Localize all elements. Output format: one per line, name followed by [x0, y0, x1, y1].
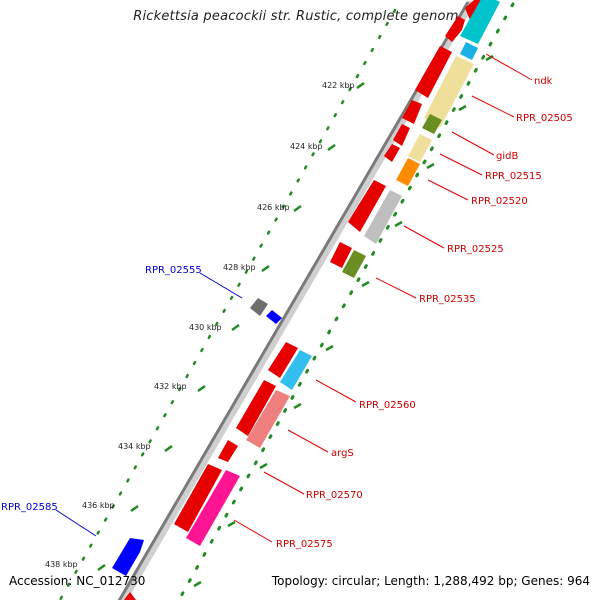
- kbp-tick-mark: [227, 520, 236, 528]
- kbp-tick-mark: [325, 344, 334, 352]
- gene-block-pink: [186, 470, 240, 546]
- leader-line: [427, 179, 469, 201]
- gene-block-red: [402, 100, 422, 124]
- gene-block-yellow: [408, 134, 432, 162]
- accession-value: NC_012730: [76, 574, 146, 588]
- map-title: Rickettsia peacockii str. Rustic, comple…: [133, 9, 467, 24]
- gene-block-red: [330, 242, 352, 268]
- accession-info: Accession: NC_012730: [9, 574, 145, 588]
- kbp-label: 430 kbp: [189, 323, 222, 332]
- gene-block-red: [268, 342, 298, 378]
- reverse-gene-labels: RPR_02555 RPR_02585: [1, 265, 202, 513]
- kbp-labels: 422 kbp 424 kbp 426 kbp 428 kbp 430 kbp …: [45, 81, 355, 569]
- gene-block-skyblue: [460, 42, 478, 60]
- kbp-tick-mark: [394, 220, 403, 228]
- leader-line: [403, 225, 445, 249]
- reverse-strand-genes: [112, 298, 282, 600]
- gene-block-darkgrey: [250, 298, 268, 316]
- leader-line: [233, 519, 273, 543]
- kbp-label: 428 kbp: [223, 263, 256, 272]
- gene-block-red: [384, 144, 400, 162]
- gene-block-skyblue: [280, 350, 312, 390]
- kbp-label: 426 kbp: [257, 203, 290, 212]
- backbone-line: [117, 1, 470, 600]
- kbp-tick-mark: [261, 264, 270, 273]
- gene-block-cyan: [460, 0, 500, 44]
- gene-block-salmon: [246, 390, 290, 448]
- kbp-tick-mark: [293, 402, 302, 410]
- gene-label[interactable]: RPR_02520: [471, 196, 528, 207]
- gene-block-olive: [342, 250, 366, 278]
- kbp-tick-mark: [97, 563, 106, 572]
- kbp-label: 424 kbp: [290, 142, 323, 151]
- kbp-label: 438 kbp: [45, 560, 78, 569]
- kbp-tick-mark: [293, 204, 302, 213]
- gene-label[interactable]: RPR_02585: [1, 502, 58, 513]
- kbp-label: 434 kbp: [118, 442, 151, 451]
- gene-label[interactable]: RPR_02525: [447, 244, 504, 255]
- gene-block-red: [174, 464, 222, 532]
- gene-block-olive: [422, 114, 442, 134]
- kbp-tick-mark: [485, 54, 494, 62]
- reverse-label-leaders: [55, 272, 243, 537]
- leader-line: [55, 509, 97, 537]
- kbp-tick-mark: [426, 162, 435, 170]
- gene-block-red: [415, 46, 452, 98]
- gene-block-orange: [396, 158, 420, 186]
- gene-block-blue: [266, 310, 282, 324]
- gene-block-yellow: [424, 56, 474, 128]
- gene-label[interactable]: RPR_02575: [276, 539, 333, 550]
- leader-line: [485, 53, 533, 81]
- kbp-tick-mark: [193, 580, 202, 588]
- leader-line: [471, 95, 515, 118]
- gene-block-red: [236, 380, 276, 436]
- forward-gene-labels: ndk RPR_02505 gidB RPR_02515 RPR_02520 R…: [276, 76, 573, 550]
- forward-label-leaders: [233, 53, 533, 543]
- kbp-tick-mark: [164, 444, 173, 453]
- gene-block-red: [445, 16, 465, 42]
- gene-label[interactable]: RPR_02560: [359, 400, 416, 411]
- leader-line: [375, 277, 417, 299]
- leader-line: [439, 153, 483, 176]
- kbp-label: 422 kbp: [322, 81, 355, 90]
- kbp-tick-marks: [97, 54, 494, 588]
- gene-block-blue: [112, 538, 144, 576]
- kbp-label: 432 kbp: [154, 382, 187, 391]
- leader-line: [263, 471, 305, 495]
- leader-line: [287, 429, 329, 453]
- gene-label[interactable]: argS: [331, 448, 354, 459]
- forward-strand-genes: [174, 0, 500, 546]
- kbp-tick-mark: [259, 462, 268, 470]
- kbp-tick-mark: [197, 384, 206, 393]
- topology-info: Topology: circular; Length: 1,288,492 bp…: [271, 574, 590, 588]
- gene-label[interactable]: RPR_02570: [306, 490, 363, 501]
- gene-label[interactable]: RPR_02515: [485, 171, 542, 182]
- gene-block-red: [393, 124, 410, 146]
- gene-block-red: [218, 440, 238, 462]
- kbp-label: 436 kbp: [82, 501, 115, 510]
- kbp-tick-mark: [327, 143, 336, 152]
- gene-block-red: [124, 592, 136, 600]
- kbp-tick-mark: [361, 280, 370, 288]
- kbp-tick-mark: [458, 104, 467, 112]
- gene-label[interactable]: RPR_02505: [516, 113, 573, 124]
- leader-line: [199, 272, 243, 299]
- gene-label[interactable]: ndk: [534, 76, 553, 87]
- gene-label[interactable]: RPR_02535: [419, 294, 476, 305]
- leader-line: [451, 131, 495, 156]
- kbp-tick-mark: [356, 81, 365, 90]
- kbp-tick-mark: [130, 504, 139, 513]
- gene-block-grey: [364, 190, 402, 244]
- gene-label[interactable]: gidB: [496, 151, 518, 162]
- kbp-tick-mark: [231, 323, 240, 332]
- leader-line: [315, 379, 357, 403]
- accession-label: Accession:: [9, 574, 73, 588]
- gene-block-red: [348, 180, 386, 232]
- gene-label[interactable]: RPR_02555: [145, 265, 202, 276]
